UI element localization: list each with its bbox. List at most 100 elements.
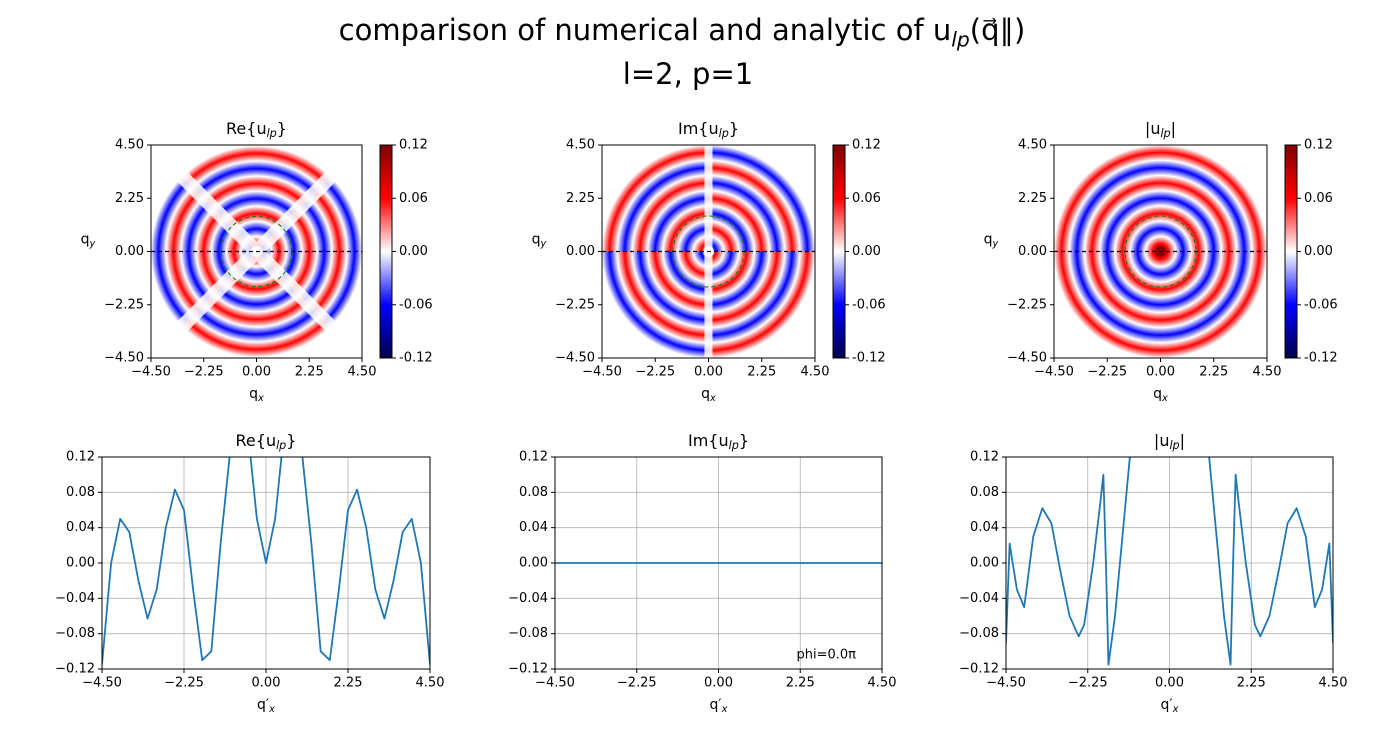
y-tick-label: −0.04: [959, 591, 999, 606]
y-tick-label: 0.12: [970, 450, 999, 465]
y-tick-label: 0.00: [66, 556, 95, 571]
colorbar-tick-label: 0.12: [399, 138, 428, 153]
y-tick-label: 0.12: [66, 450, 95, 465]
axes-frame: [101, 456, 431, 670]
y-tick-label: 0.00: [519, 556, 548, 571]
annotation: phi=0.0π: [797, 648, 857, 663]
y-tick-label: 2.25: [566, 191, 595, 206]
text-part: lp: [951, 27, 970, 51]
y-tick-label: −0.12: [508, 662, 548, 677]
x-tick-label: 0.00: [1146, 365, 1175, 380]
x-tick-label: 2.25: [295, 365, 324, 380]
x-tick-label: −4.50: [82, 676, 122, 691]
colorbar: [832, 144, 846, 359]
x-tick-label: −2.25: [1087, 365, 1127, 380]
y-tick-label: −0.04: [508, 591, 548, 606]
x-axis-label: qx: [1153, 386, 1168, 404]
axes-title: Re{ulp}: [226, 119, 287, 140]
text-part: x: [709, 393, 716, 404]
y-axis-label: qy: [532, 232, 547, 250]
text-part: x: [268, 704, 275, 715]
text-part: q′: [710, 697, 722, 713]
x-tick-label: 2.25: [334, 676, 363, 691]
x-tick-label: 4.50: [1319, 676, 1348, 691]
axes-frame: [1005, 456, 1334, 670]
x-tick-label: 2.25: [786, 676, 815, 691]
text-part: x: [257, 393, 264, 404]
colorbar-tick-label: 0.00: [399, 244, 428, 259]
x-tick-label: 0.00: [704, 676, 733, 691]
y-axis-label: qy: [81, 232, 96, 250]
text-part: comparison of numerical and analytic of …: [339, 13, 952, 47]
x-tick-label: −4.50: [535, 676, 575, 691]
x-tick-label: −2.25: [1068, 676, 1108, 691]
text-part: q: [81, 232, 90, 248]
text-part: |: [1171, 119, 1176, 138]
x-tick-label: −2.25: [164, 676, 204, 691]
text-part: q: [1153, 386, 1162, 402]
text-part: }: [286, 431, 296, 450]
text-part: q: [532, 232, 541, 248]
x-tick-label: −4.50: [582, 365, 622, 380]
y-tick-label: −0.12: [959, 662, 999, 677]
x-axis-label: q′x: [710, 697, 728, 715]
axes-title: Im{ulp}: [678, 119, 739, 140]
colorbar-tick-label: 0.06: [399, 191, 428, 206]
colorbar-tick-label: -0.12: [1304, 351, 1338, 366]
y-tick-label: −0.04: [55, 591, 95, 606]
dashed-circle: [672, 215, 745, 288]
text-part: q: [984, 232, 993, 248]
y-tick-label: 2.25: [1018, 191, 1047, 206]
text-part: y: [540, 239, 547, 250]
colorbar-tick-label: 0.12: [852, 138, 881, 153]
y-tick-label: 4.50: [566, 138, 595, 153]
text-part: x: [1161, 393, 1168, 404]
y-tick-label: −2.25: [555, 297, 595, 312]
y-tick-label: −0.08: [55, 626, 95, 641]
x-tick-label: −2.25: [184, 365, 224, 380]
colorbar: [379, 144, 393, 359]
axes-title: Im{ulp}: [688, 431, 749, 452]
text-part: lp: [1160, 127, 1170, 140]
x-tick-label: 4.50: [416, 676, 445, 691]
x-axis-label: q′x: [257, 697, 275, 715]
text-part: Im{u: [678, 119, 719, 138]
axes-frame: [554, 456, 883, 670]
text-part: y: [992, 239, 999, 250]
y-tick-label: 0.08: [970, 485, 999, 500]
x-axis-label: qx: [701, 386, 716, 404]
text-part: y: [89, 239, 96, 250]
x-axis-label: q′x: [1161, 697, 1179, 715]
y-tick-label: 0.12: [519, 450, 548, 465]
colorbar-tick-label: -0.06: [399, 297, 433, 312]
y-tick-label: 0.00: [970, 556, 999, 571]
x-tick-label: 2.25: [747, 365, 776, 380]
x-tick-label: 4.50: [1253, 365, 1282, 380]
colorbar-tick-label: 0.06: [852, 191, 881, 206]
axes-title: Re{ulp}: [236, 431, 297, 452]
y-tick-label: 0.08: [66, 485, 95, 500]
x-tick-label: 0.00: [242, 365, 271, 380]
text-part: x: [721, 704, 728, 715]
figure-subtitle: l=2, p=1: [623, 57, 753, 91]
y-tick-label: 0.04: [970, 520, 999, 535]
y-tick-label: −2.25: [104, 297, 144, 312]
text-part: lp: [729, 439, 739, 452]
colorbar-tick-label: 0.12: [1304, 138, 1333, 153]
text-part: Re{u: [236, 431, 277, 450]
axes-title: |ulp|: [1154, 431, 1185, 452]
text-part: |: [1180, 431, 1185, 450]
line-series: [1006, 457, 1333, 666]
y-tick-label: 0.04: [66, 520, 95, 535]
x-tick-label: −4.50: [1034, 365, 1074, 380]
y-tick-label: 0.04: [519, 520, 548, 535]
y-tick-label: 0.08: [519, 485, 548, 500]
x-tick-label: −4.50: [131, 365, 171, 380]
y-tick-label: 0.00: [1018, 244, 1047, 259]
text-part: lp: [267, 127, 277, 140]
y-tick-label: −0.08: [508, 626, 548, 641]
y-tick-label: 2.25: [115, 191, 144, 206]
colorbar-tick-label: 0.00: [852, 244, 881, 259]
text-part: Re{u: [226, 119, 267, 138]
